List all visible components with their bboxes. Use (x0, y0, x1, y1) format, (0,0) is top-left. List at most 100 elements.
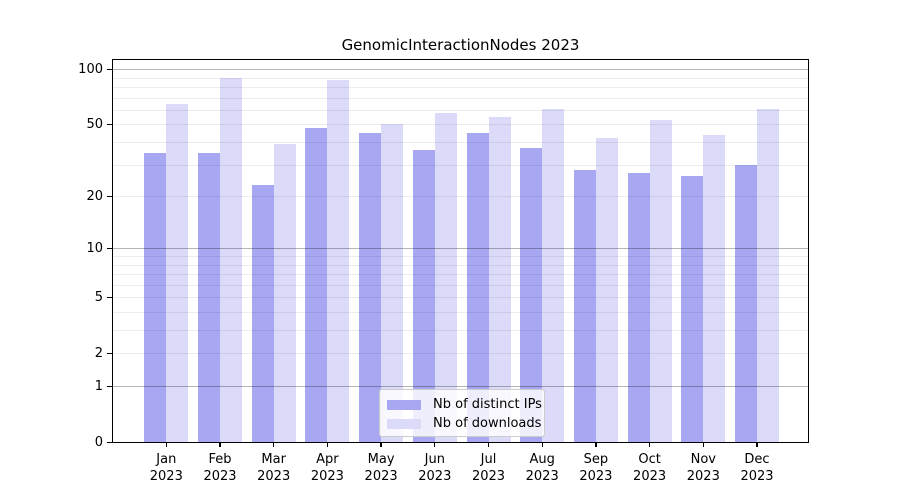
plot-area: 100 50 20 10 5 2 1 0 Jan 2023 Feb 2023 Mar 2023 Apr 20… (78, 59, 809, 484)
bar-distinct-ips-oct (627, 172, 650, 442)
y-tick (107, 352, 113, 355)
x-tick (648, 442, 651, 447)
bar-downloads-jul (488, 116, 511, 442)
x-tick-month: Feb (208, 452, 232, 467)
x-tick (702, 442, 704, 447)
x-tick-label-oct: Oct 2023 (620, 451, 680, 485)
x-tick-year: 2023 (203, 469, 237, 484)
major-gridline (113, 248, 808, 250)
bar-downloads-jun (434, 112, 457, 442)
bar-downloads-mar (273, 144, 296, 442)
minor-gridline (113, 77, 808, 79)
bar-distinct-ips-dec (735, 164, 757, 442)
x-tick-label-feb: Feb 2023 (190, 451, 250, 485)
y-tick-label-20: 20 (86, 188, 103, 204)
y-tick (107, 247, 113, 250)
minor-gridline (113, 142, 808, 143)
minor-gridline (113, 274, 808, 275)
x-tick (165, 442, 167, 447)
x-tick-year: 2023 (686, 469, 720, 484)
x-tick (380, 442, 382, 447)
y-tick (107, 195, 113, 197)
bar-downloads-jan (166, 103, 189, 442)
bar-distinct-ips-jan (144, 152, 167, 442)
x-tick (219, 442, 221, 447)
x-tick-month: Jun (424, 452, 445, 467)
bar-downloads-nov (703, 134, 726, 442)
minor-gridline (113, 330, 808, 331)
x-tick-year: 2023 (310, 469, 344, 484)
x-tick-year: 2023 (418, 469, 452, 484)
chart-title: GenomicInteractionNodes 2023 (341, 36, 580, 54)
y-tick-label-5: 5 (94, 289, 103, 305)
minor-gridline (113, 196, 808, 198)
y-tick-label-50: 50 (86, 116, 103, 132)
y-tick-label-1: 1 (94, 378, 103, 394)
y-tick-label-2: 2 (94, 345, 103, 361)
bar-distinct-ips-jun (412, 150, 435, 442)
bar-distinct-ips-may (359, 132, 382, 442)
major-gridline (113, 386, 808, 387)
x-tick-month: Jan (156, 452, 177, 467)
minor-gridline (113, 109, 808, 111)
bar-distinct-ips-apr (305, 127, 328, 442)
y-tick (107, 123, 113, 126)
bar-distinct-ips-mar (251, 185, 274, 442)
x-tick-year: 2023 (364, 469, 398, 484)
minor-gridline (113, 124, 808, 126)
bar-downloads-apr (327, 80, 350, 442)
y-tick-label-10: 10 (86, 240, 103, 256)
x-tick-year: 2023 (149, 469, 183, 484)
x-tick-label-may: May 2023 (351, 451, 411, 485)
x-tick (541, 442, 543, 447)
legend-row-downloads: Nb of downloads (380, 414, 544, 433)
x-tick-month: Apr (316, 452, 339, 467)
x-tick-year: 2023 (471, 469, 506, 484)
x-tick-label-mar: Mar 2023 (244, 451, 304, 485)
legend: Nb of distinct IPs Nb of downloads (379, 389, 545, 437)
x-tick-year: 2023 (633, 469, 667, 484)
x-tick (756, 442, 758, 447)
legend-swatch-downloads (387, 418, 421, 429)
minor-gridline (113, 284, 808, 286)
x-tick-label-nov: Nov 2023 (673, 451, 733, 485)
minor-gridline (113, 97, 808, 99)
x-tick-month: May (367, 452, 395, 467)
bar-distinct-ips-aug (520, 148, 543, 442)
x-tick-month: Sep (583, 452, 609, 467)
x-tick (326, 442, 329, 447)
x-tick-year: 2023 (740, 469, 774, 484)
bar-downloads-oct (649, 119, 672, 442)
x-tick-label-jan: Jan 2023 (136, 451, 196, 485)
x-tick-month: Oct (638, 452, 661, 467)
x-tick-month: Nov (690, 452, 716, 467)
x-tick (434, 442, 436, 447)
x-tick-month: Aug (529, 452, 555, 467)
major-gridline (113, 69, 808, 71)
x-tick-year: 2023 (525, 469, 559, 484)
x-tick-label-jun: Jun 2023 (405, 451, 465, 485)
minor-gridline (113, 353, 808, 355)
y-tick (107, 68, 113, 71)
legend-label-downloads: Nb of downloads (433, 416, 542, 431)
x-tick-label-dec: Dec 2023 (727, 451, 787, 485)
y-tick-label-100: 100 (78, 61, 103, 77)
legend-row-distinct-ips: Nb of distinct IPs (380, 395, 544, 414)
x-tick-month: Dec (744, 452, 770, 467)
minor-gridline (113, 164, 808, 166)
bar-downloads-aug (542, 108, 565, 442)
x-tick-label-apr: Apr 2023 (297, 451, 357, 485)
legend-swatch-distinct-ips (387, 399, 421, 410)
x-tick (595, 442, 597, 447)
bar-distinct-ips-sep (573, 170, 596, 442)
x-tick-label-jul: Jul 2023 (459, 451, 519, 485)
bar-downloads-dec (757, 108, 779, 442)
bar-downloads-sep (595, 138, 618, 442)
x-tick (487, 442, 490, 447)
bar-distinct-ips-feb (198, 152, 220, 442)
x-tick (273, 442, 275, 447)
x-tick-month: Mar (261, 452, 286, 467)
y-tick-label-0: 0 (94, 434, 103, 450)
legend-label-distinct-ips: Nb of distinct IPs (433, 397, 542, 412)
